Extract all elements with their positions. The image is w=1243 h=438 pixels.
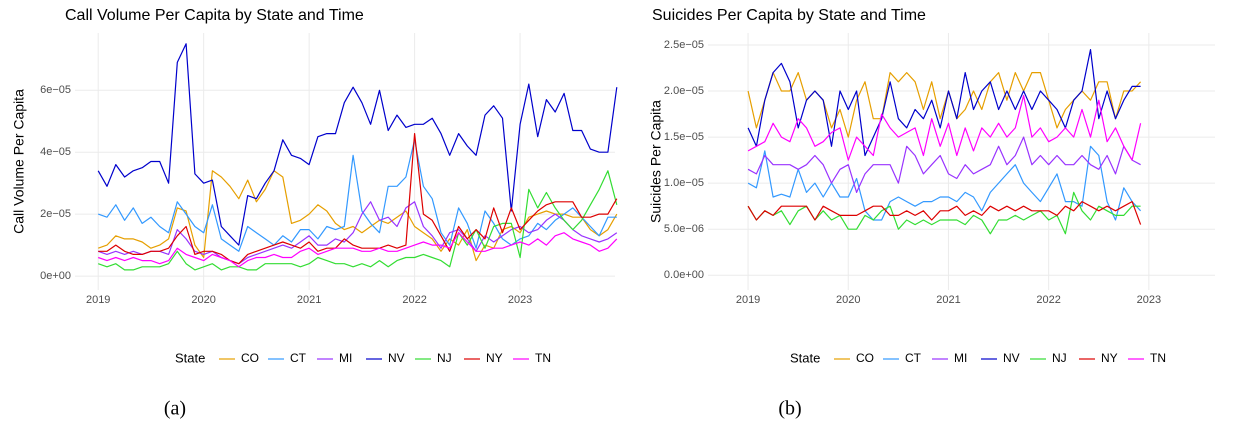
y-tick-label: 2e−05 bbox=[40, 208, 71, 220]
legend-label: MI bbox=[339, 351, 352, 365]
caption: (a) bbox=[164, 398, 186, 420]
y-tick-label: 0.0e+00 bbox=[664, 269, 704, 281]
legend-label: NY bbox=[486, 351, 503, 365]
legend-label: CO bbox=[241, 351, 259, 365]
series-line bbox=[98, 170, 618, 271]
legend-label: CT bbox=[905, 351, 922, 365]
x-tick-label: 2019 bbox=[86, 294, 110, 306]
y-axis-label: Suicides Per Capita bbox=[648, 100, 664, 223]
x-tick-label: 2023 bbox=[1137, 294, 1161, 306]
series-line bbox=[747, 136, 1141, 193]
x-tick-label: 2021 bbox=[297, 294, 321, 306]
x-tick-label: 2020 bbox=[836, 294, 860, 306]
chart-title: Call Volume Per Capita by State and Time bbox=[65, 7, 364, 24]
legend-label: CO bbox=[856, 351, 874, 365]
series-line bbox=[747, 201, 1142, 225]
legend-label: NJ bbox=[1052, 351, 1067, 365]
legend-label: TN bbox=[535, 351, 551, 365]
legend-title: State bbox=[175, 350, 205, 365]
y-tick-label: 2.0e−05 bbox=[664, 85, 704, 97]
series-line bbox=[98, 133, 618, 265]
series-line bbox=[98, 201, 618, 265]
x-tick-label: 2022 bbox=[402, 294, 426, 306]
series-line bbox=[98, 170, 618, 262]
legend-title: State bbox=[790, 350, 820, 365]
series-line bbox=[747, 191, 1141, 235]
y-tick-label: 1.0e−05 bbox=[664, 177, 704, 189]
y-tick-label: 6e−05 bbox=[40, 84, 71, 96]
y-tick-label: 2.5e−05 bbox=[664, 39, 704, 51]
y-tick-label: 5.0e−06 bbox=[664, 223, 704, 235]
legend-label: NJ bbox=[437, 351, 452, 365]
legend-label: TN bbox=[1150, 351, 1166, 365]
x-tick-label: 2022 bbox=[1036, 294, 1060, 306]
x-tick-label: 2019 bbox=[736, 294, 760, 306]
x-tick-label: 2020 bbox=[191, 294, 215, 306]
legend-label: CT bbox=[290, 351, 307, 365]
series-line bbox=[98, 139, 617, 252]
series-line bbox=[98, 232, 618, 268]
y-axis-label: Call Volume Per Capita bbox=[11, 89, 27, 234]
y-tick-label: 1.5e−05 bbox=[664, 131, 704, 143]
legend-label: NV bbox=[388, 351, 405, 365]
chart-title: Suicides Per Capita by State and Time bbox=[652, 7, 926, 24]
series-line bbox=[747, 95, 1142, 161]
series-line bbox=[747, 145, 1142, 221]
series-line bbox=[747, 72, 1142, 138]
legend-label: NV bbox=[1003, 351, 1020, 365]
series-line bbox=[97, 43, 618, 246]
x-tick-label: 2023 bbox=[508, 294, 532, 306]
legend-label: NY bbox=[1101, 351, 1118, 365]
series-line bbox=[747, 49, 1141, 157]
y-tick-label: 4e−05 bbox=[40, 146, 71, 158]
legend-label: MI bbox=[954, 351, 967, 365]
y-tick-label: 0e+00 bbox=[40, 270, 71, 282]
x-tick-label: 2021 bbox=[936, 294, 960, 306]
caption: (b) bbox=[778, 398, 801, 420]
